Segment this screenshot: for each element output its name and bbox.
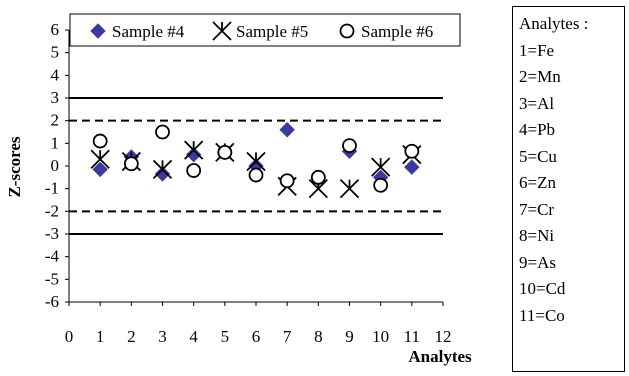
- series-3-point: [310, 169, 326, 185]
- legend-marker-series-1: [90, 23, 106, 39]
- x-axis-title: Analytes: [408, 347, 472, 366]
- y-tick-label: 6: [51, 20, 60, 39]
- reference-lines: [69, 97, 443, 235]
- series-3-point: [186, 163, 202, 178]
- analyte-item: 9=As: [519, 252, 556, 272]
- x-tick-label: 12: [435, 327, 452, 346]
- series-2-point: [184, 140, 204, 160]
- x-tick-label: 8: [314, 327, 323, 346]
- y-tick-label: -1: [45, 179, 59, 198]
- data-points: [90, 122, 422, 199]
- series-2-point: [339, 179, 360, 199]
- x-tick-label: 4: [189, 327, 198, 346]
- series-3-point: [373, 177, 389, 193]
- y-tick-label: 2: [51, 111, 60, 130]
- y-tick-label: -6: [45, 292, 59, 311]
- analyte-item: 3=Al: [519, 93, 555, 113]
- x-tick-label: 10: [372, 327, 389, 346]
- series-1-point: [154, 166, 171, 182]
- x-tick-label: 3: [158, 327, 167, 346]
- series-3-point: [155, 124, 170, 140]
- analyte-item: 2=Mn: [519, 67, 561, 86]
- y-tick-label: 4: [51, 65, 60, 84]
- y-tick-label: -4: [45, 247, 60, 266]
- x-tick-label: 0: [65, 327, 74, 346]
- x-tick-label: 9: [345, 327, 354, 346]
- series-1-point: [92, 161, 108, 178]
- series-2-point: [371, 157, 391, 177]
- analyte-item: 5=Cu: [519, 146, 557, 166]
- series-1-point: [185, 146, 202, 163]
- series-2-point: [90, 149, 110, 169]
- y-tick-labels: 6 5 4 3 2 1 0 -1 -2 -3 -4 -5 -6: [45, 20, 60, 311]
- x-tick-label: 6: [252, 327, 261, 346]
- analyte-item: 1=Fe: [519, 40, 555, 60]
- series-legend: Sample #4 Sample #5 Sample #6: [69, 13, 461, 47]
- x-tick-label: 5: [221, 327, 230, 346]
- y-tick-label: 0: [51, 156, 60, 175]
- series-3-point: [248, 167, 264, 183]
- legend-marker-series-2: [212, 21, 232, 41]
- analyte-item: 7=Cr: [519, 199, 555, 219]
- y-axis-title: Z-scores: [5, 136, 24, 197]
- series-3-point: [123, 156, 139, 172]
- x-tick-label: 11: [404, 327, 420, 346]
- legend-label-series-1: Sample #4: [112, 22, 185, 41]
- series-1-point: [279, 122, 295, 138]
- y-tick-label: -2: [45, 201, 59, 220]
- y-tick-label: 3: [51, 88, 60, 107]
- y-tick-label: 5: [51, 43, 60, 62]
- analyte-item: 8=Ni: [519, 226, 555, 245]
- series-1-point: [404, 159, 420, 175]
- x-tick-labels: 0 1 2 3 4 5 6 7 8 9 10 11 12: [65, 327, 452, 346]
- x-tick-label: 2: [127, 327, 136, 346]
- y-tick-label: -3: [45, 224, 59, 243]
- series-2-point: [152, 159, 173, 180]
- series-2-point: [246, 151, 266, 172]
- analyte-item: 6=Zn: [519, 173, 556, 192]
- legend-label-series-2: Sample #5: [236, 22, 308, 41]
- y-tick-label: 1: [51, 133, 60, 152]
- legend-label-series-3: Sample #6: [361, 22, 433, 41]
- x-tick-label: 1: [96, 327, 105, 346]
- analyte-item: 10=Cd: [519, 279, 566, 298]
- series-3-point: [279, 173, 295, 189]
- x-tick-label: 7: [283, 327, 292, 346]
- analytes-legend-title: Analytes :: [519, 14, 589, 33]
- series-3-point: [217, 144, 233, 160]
- legend-box: [69, 13, 461, 47]
- analyte-item: 4=Pb: [519, 120, 556, 139]
- legend-marker-series-3: [339, 23, 355, 39]
- axes: [65, 29, 444, 306]
- y-tick-label: -5: [45, 269, 59, 288]
- analyte-item: 11=Co: [519, 305, 565, 325]
- series-3-point: [92, 133, 108, 149]
- analytes-legend: Analytes : 1=Fe 2=Mn 3=Al 4=Pb 5=Cu 6=Zn…: [512, 6, 625, 372]
- series-3-point: [342, 138, 357, 154]
- series-3-point: [404, 143, 420, 159]
